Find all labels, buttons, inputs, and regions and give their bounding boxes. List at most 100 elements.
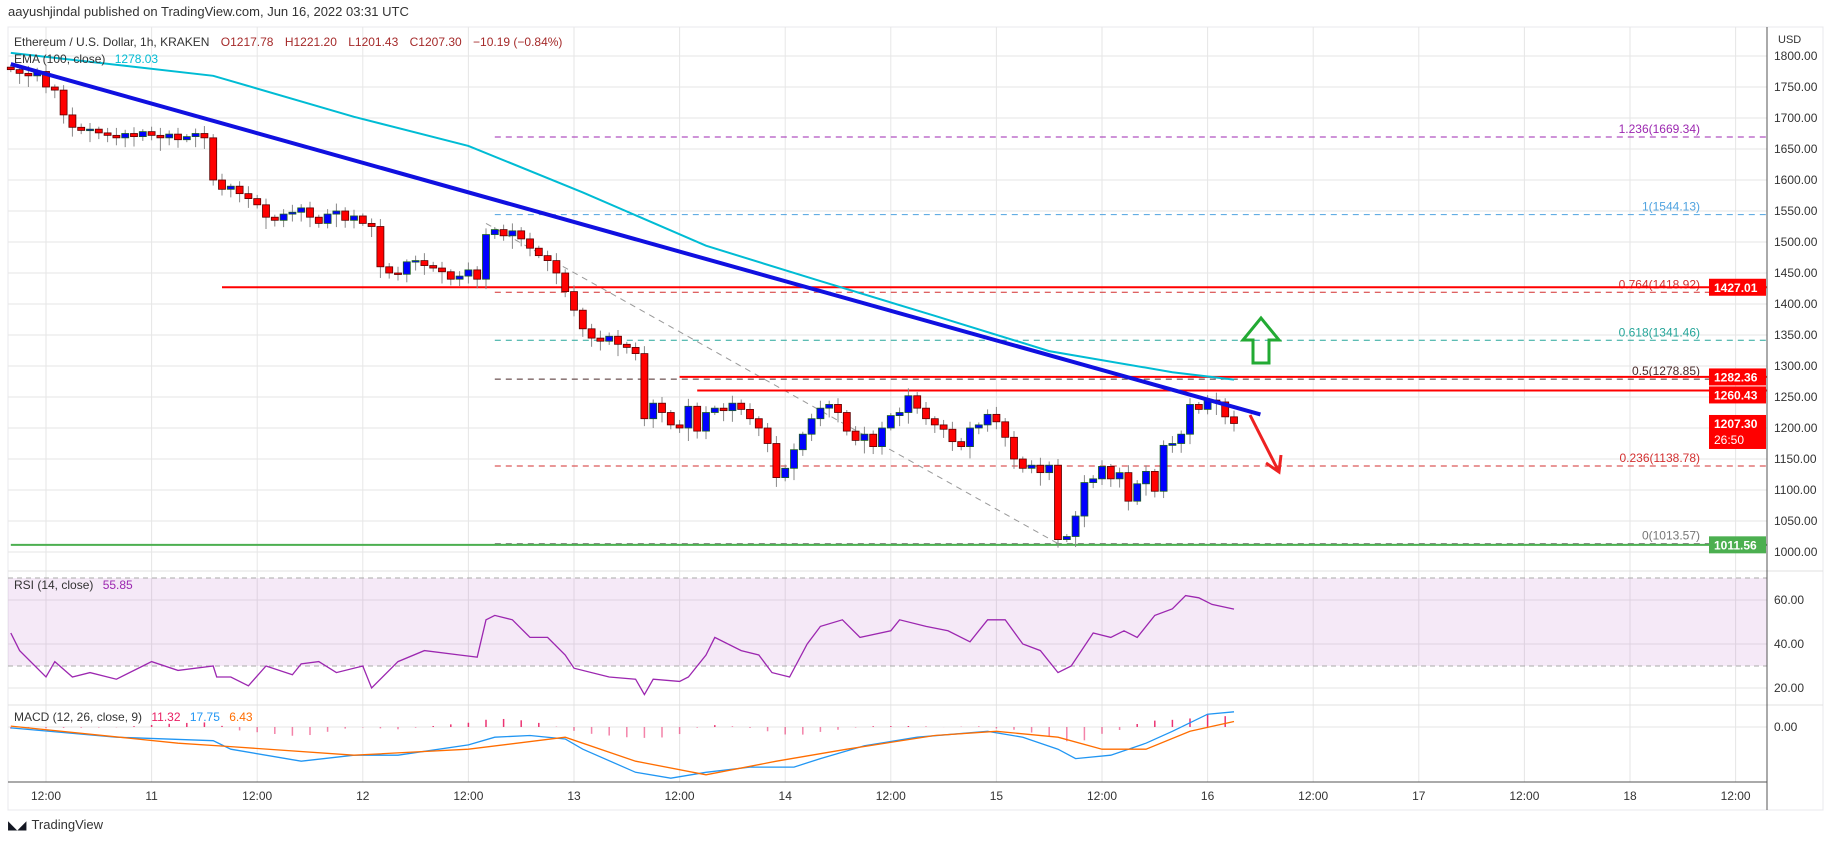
candle-down [94, 128, 103, 134]
ohlc-close: C1207.30 [410, 35, 462, 49]
ohlc-open: O1217.78 [221, 35, 274, 49]
candle-up [1089, 478, 1098, 483]
rsi-line [10, 594, 1235, 696]
fib-level-label: 0(1013.57) [1642, 529, 1700, 543]
candle-up [279, 213, 288, 221]
candle-down [570, 291, 578, 311]
candle-up [1186, 404, 1194, 435]
price-badge [1709, 278, 1766, 296]
horizontal-lines[interactable] [10, 286, 1767, 546]
candle-down [473, 269, 482, 280]
tradingview-logo[interactable]: ◣◢ TradingView [8, 817, 103, 832]
price-axis-label: 1800.00 [1774, 49, 1818, 63]
candle-up [1027, 464, 1036, 469]
candle-up [904, 395, 913, 413]
time-axis-label: 12:00 [1721, 789, 1751, 803]
candle-up [710, 407, 719, 413]
candle-up [1177, 433, 1186, 444]
candle-up [702, 412, 710, 432]
fib-level-label: 0.5(1278.85) [1632, 364, 1700, 378]
candle-down [270, 216, 279, 221]
time-axis-label: 12:00 [1298, 789, 1328, 803]
candle-up [983, 413, 992, 426]
candle-up [288, 211, 297, 215]
candle-up [966, 427, 974, 448]
candle-up [825, 404, 834, 409]
candle-down [1221, 401, 1230, 418]
macd-axis-label: 0.00 [1774, 720, 1798, 734]
candle-up [807, 418, 816, 435]
candle-down [262, 204, 270, 218]
fib-level-label: 1.236(1669.34) [1619, 122, 1700, 136]
candle-down [1106, 466, 1115, 480]
time-axis-label: 11 [145, 789, 158, 803]
candle-up [1142, 470, 1150, 485]
price-axis-label: 1550.00 [1774, 204, 1818, 218]
candle-down [851, 430, 860, 441]
candle-down [341, 210, 350, 221]
price-badge [1709, 414, 1766, 449]
rsi-legend[interactable]: RSI (14, close) 55.85 [14, 578, 133, 592]
time-axis-label: 12:00 [665, 789, 695, 803]
ema-legend-label: EMA (100, close) [14, 52, 105, 66]
candle-up [1168, 443, 1177, 446]
candle-down [658, 402, 666, 413]
candle-down [218, 179, 226, 190]
candle-up [1080, 482, 1089, 517]
ema-legend[interactable]: EMA (100, close) 1278.03 [14, 52, 158, 66]
candle-down [156, 134, 165, 139]
fib-retracement[interactable]: 1.236(1669.34) 1(1544.13) 0.764(1418.92) 0.… [485, 122, 1767, 545]
tradingview-logo-icon: ◣◢ [8, 817, 27, 832]
candle-down [438, 267, 446, 273]
candle-up [1133, 483, 1142, 502]
trendline[interactable] [10, 62, 1261, 417]
candle-down [719, 407, 728, 412]
price-axis-label: 1650.00 [1774, 142, 1818, 156]
annotation-arrows [1239, 315, 1283, 475]
time-axis-label: 12:00 [1087, 789, 1117, 803]
price-axis-label: 1400.00 [1774, 297, 1818, 311]
macd-signal-value: 6.43 [229, 710, 253, 724]
candle-down [517, 230, 526, 240]
macd-legend[interactable]: MACD (12, 26, close, 9) 11.32 17.75 6.43 [14, 710, 253, 724]
countdown-label: 26:50 [1714, 433, 1744, 447]
candle-up [1159, 444, 1168, 492]
candle-down [869, 433, 878, 448]
candle-down [587, 328, 596, 339]
time-axis[interactable]: 12:00 11 12:00 12 12:00 13 12:00 14 12:00 15 12:00… [31, 789, 1751, 803]
candles [6, 64, 1238, 548]
candle-down [534, 247, 543, 257]
candle-up [182, 136, 191, 141]
candle-down [842, 412, 851, 432]
candle-down [253, 198, 262, 206]
candle-down [622, 343, 631, 348]
price-axis-label: 1250.00 [1774, 390, 1818, 404]
candle-down [1054, 464, 1062, 541]
fib-level-label: 0.764(1418.92) [1619, 277, 1700, 291]
price-axis[interactable]: 1800.00 1750.00 1700.00 1650.00 1600.00 1550.… [1774, 49, 1818, 734]
candle-down [1010, 436, 1018, 460]
candle-up [1098, 466, 1106, 480]
time-axis-label: 12 [356, 789, 370, 803]
price-axis-label: 1200.00 [1774, 421, 1818, 435]
price-badge-label: 1260.43 [1714, 388, 1758, 402]
ema-legend-value: 1278.03 [115, 52, 159, 66]
time-axis-label: 12:00 [242, 789, 272, 803]
logo-text: TradingView [31, 817, 104, 832]
price-badge-label: 1427.01 [1714, 281, 1758, 295]
candle-down [24, 72, 33, 77]
candle-down [913, 395, 922, 409]
candle-down [103, 132, 112, 136]
candle-down [561, 272, 570, 293]
price-badges: 1427.01 1282.36 1260.43 1207.30 26:50 1011.56 [1709, 278, 1766, 554]
candle-down [930, 418, 939, 426]
candle-down [834, 404, 842, 413]
main-legend: Ethereum / U.S. Dollar, 1h, KRAKEN O1217… [14, 35, 562, 49]
candle-down [737, 402, 746, 410]
candle-up [411, 260, 420, 263]
fib-level-label: 0.236(1138.78) [1619, 451, 1700, 465]
candle-up [1062, 536, 1071, 540]
rsi-band-fill [8, 578, 1767, 666]
price-badge-label: 1282.36 [1714, 370, 1758, 384]
